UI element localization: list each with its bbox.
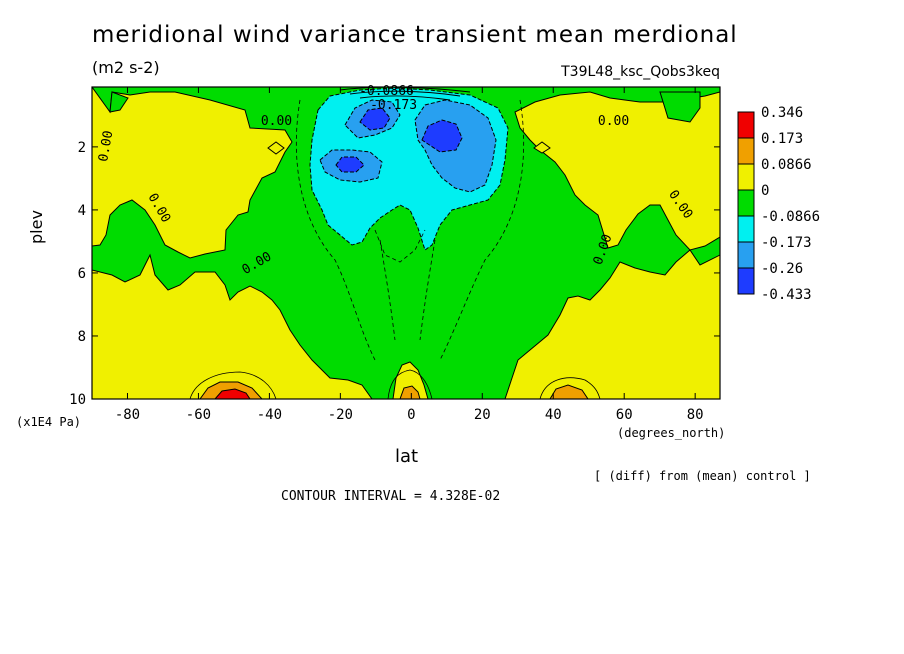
x-tick-label: -80 <box>115 407 140 423</box>
contour-interval: CONTOUR INTERVAL = 4.328E-02 <box>281 489 501 504</box>
region-darkblue-mid-left <box>335 156 365 173</box>
colorbar-swatch <box>737 137 755 165</box>
x-tick-label: -20 <box>328 407 353 423</box>
y-tick-label: 10 <box>69 392 86 408</box>
colorbar-swatch <box>737 267 755 295</box>
chart-subtitle: (m2 s-2) <box>92 58 160 77</box>
colorbar-label: -0.26 <box>761 261 803 277</box>
region-orange-bottom-right <box>549 384 589 399</box>
colorbar-swatch <box>737 215 755 243</box>
contour-label: 0.00 <box>261 114 292 129</box>
positive-contours <box>189 369 601 399</box>
y-tick-label: 8 <box>78 329 86 345</box>
colorbar-label: 0.0866 <box>761 157 812 173</box>
filled-contours <box>92 87 720 399</box>
x-tick-label: 60 <box>616 407 633 423</box>
region-yellow-bottom-left <box>92 253 373 399</box>
colorbar-swatch <box>737 189 755 217</box>
region-darkblue-upper-left <box>359 107 391 131</box>
colorbar-swatch <box>737 111 755 139</box>
y-axis-ticks: 2 4 6 8 10 <box>69 140 720 408</box>
colorbar-label: 0.173 <box>761 131 803 147</box>
region-yellow-right <box>514 87 720 251</box>
region-red-bottom-left <box>214 388 251 399</box>
x-tick-label: 20 <box>474 407 491 423</box>
contour-label: 0.00 <box>96 130 116 163</box>
x-tick-label: 0 <box>407 407 415 423</box>
colorbar-label: -0.173 <box>761 235 812 251</box>
run-label: T39L48_ksc_Qobs3keq <box>561 64 720 80</box>
y-tick-label: 6 <box>78 266 86 282</box>
y-tick-label: 4 <box>78 203 86 219</box>
plot-frame <box>91 86 721 400</box>
negative-contours <box>295 99 525 361</box>
x-axis-ticks: -80 -60 -40 -20 0 20 40 60 80 <box>115 87 704 423</box>
contour-label: 0.00 <box>598 114 629 129</box>
x-tick-label: 40 <box>545 407 562 423</box>
region-green-notch-left <box>109 91 129 113</box>
region-darkblue-right <box>421 119 463 153</box>
contour-label: -0.0866 <box>359 84 414 99</box>
x-tick-label: 80 <box>687 407 704 423</box>
colorbar-label: 0.346 <box>761 105 803 121</box>
y-axis-units: (x1E4 Pa) <box>16 415 82 429</box>
colorbar-label: -0.433 <box>761 287 812 303</box>
region-yellow-speck-right <box>533 141 551 154</box>
colorbar-label: 0 <box>761 183 769 199</box>
region-yellow-left <box>92 87 293 259</box>
region-green-notch-right <box>659 91 701 123</box>
colorbar-swatch <box>737 163 755 191</box>
x-axis-label: lat <box>395 446 419 467</box>
x-tick-label: -40 <box>257 407 282 423</box>
contour-label: -0.173 <box>370 98 417 113</box>
region-orange-bottom-center <box>399 385 421 399</box>
contour-labels: 0.00 0.000.000.000.000.000.00-0.0866-0.17… <box>96 84 695 278</box>
x-axis-units: (degrees_north) <box>617 426 726 440</box>
region-yellow-speck-left <box>267 141 285 155</box>
y-axis-label: plev <box>27 210 46 244</box>
x-tick-label: -60 <box>186 407 211 423</box>
y-tick-label: 2 <box>78 140 86 156</box>
colorbar-label: -0.0866 <box>761 209 820 225</box>
region-yellow-bottom-right <box>504 249 720 399</box>
chart-title: meridional wind variance transient mean … <box>92 22 738 48</box>
colorbar: 0.346 0.173 0.0866 0 -0.0866 -0.173 -0.26 -0.43… <box>737 105 820 303</box>
footnote: [ (diff) from (mean) control ] <box>594 469 811 483</box>
colorbar-swatch <box>737 241 755 269</box>
